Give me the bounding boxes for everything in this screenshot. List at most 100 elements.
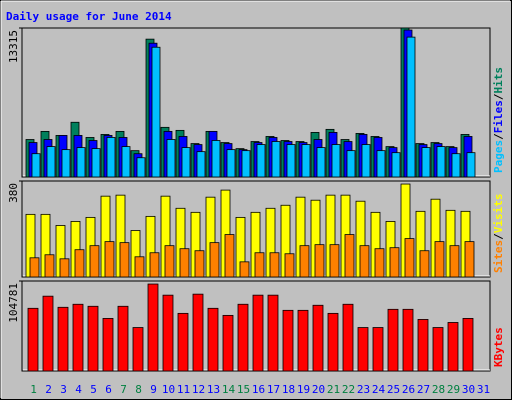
bar bbox=[466, 152, 476, 178]
x-tick-label: 26 bbox=[402, 383, 415, 396]
legend-separator: / bbox=[492, 133, 505, 140]
bar bbox=[132, 327, 144, 372]
bar bbox=[119, 242, 130, 278]
bar bbox=[402, 308, 414, 372]
bar bbox=[391, 152, 401, 178]
bar bbox=[181, 147, 191, 178]
legend-entry: Hits bbox=[492, 67, 505, 94]
bar bbox=[31, 153, 41, 178]
bar bbox=[46, 146, 56, 178]
bar bbox=[194, 250, 205, 278]
bar bbox=[267, 294, 279, 372]
bar bbox=[27, 307, 39, 372]
bar bbox=[447, 322, 459, 372]
bar bbox=[226, 149, 236, 178]
bar bbox=[464, 241, 475, 278]
bar bbox=[57, 306, 69, 372]
bar bbox=[361, 144, 371, 178]
bar bbox=[314, 244, 325, 278]
x-tick-label: 7 bbox=[120, 383, 127, 396]
x-tick-label: 16 bbox=[252, 383, 265, 396]
bar bbox=[417, 319, 429, 372]
x-tick-label: 24 bbox=[372, 383, 386, 396]
legend: KBytes bbox=[492, 327, 505, 367]
bar bbox=[151, 46, 161, 178]
bar bbox=[432, 327, 444, 372]
x-tick-label: 9 bbox=[150, 383, 157, 396]
bar bbox=[61, 149, 71, 178]
bar bbox=[42, 295, 54, 372]
bar bbox=[147, 283, 159, 372]
bar bbox=[222, 314, 234, 372]
bar bbox=[162, 294, 174, 372]
bar bbox=[179, 248, 190, 278]
bar bbox=[59, 258, 70, 278]
bar bbox=[404, 238, 415, 278]
bar bbox=[149, 252, 160, 278]
bar bbox=[372, 327, 384, 372]
y-tick-label: 13315 bbox=[7, 30, 20, 63]
bar bbox=[256, 144, 266, 178]
x-tick-label: 19 bbox=[297, 383, 310, 396]
x-tick-label: 15 bbox=[237, 383, 250, 396]
bar bbox=[271, 141, 281, 178]
x-tick-label: 31 bbox=[477, 383, 490, 396]
bar bbox=[344, 234, 355, 278]
bar bbox=[346, 150, 356, 178]
x-tick-label: 28 bbox=[432, 383, 445, 396]
bar bbox=[327, 312, 339, 372]
legend: Sites/Visits bbox=[492, 194, 505, 274]
x-tick-label: 5 bbox=[90, 383, 97, 396]
bar bbox=[237, 303, 249, 372]
bar bbox=[106, 137, 116, 178]
bar bbox=[376, 150, 386, 178]
bar bbox=[136, 157, 146, 178]
x-tick-label: 17 bbox=[267, 383, 280, 396]
y-tick-label: 380 bbox=[7, 183, 20, 203]
bar bbox=[301, 144, 311, 178]
bar bbox=[76, 147, 86, 178]
x-tick-label: 18 bbox=[282, 383, 295, 396]
bar bbox=[449, 245, 460, 278]
bar bbox=[89, 245, 100, 278]
x-tick-label: 4 bbox=[75, 383, 82, 396]
x-tick-label: 20 bbox=[312, 383, 325, 396]
bar bbox=[434, 241, 445, 278]
bar bbox=[406, 36, 416, 178]
bar bbox=[74, 249, 85, 278]
bar bbox=[286, 144, 296, 178]
x-tick-label: 22 bbox=[342, 383, 355, 396]
bar bbox=[207, 307, 219, 372]
x-tick-label: 2 bbox=[45, 383, 52, 396]
bar bbox=[297, 309, 309, 372]
legend-entry: Visits bbox=[492, 194, 505, 234]
x-tick-label: 27 bbox=[417, 383, 430, 396]
legend-entry: Files bbox=[492, 100, 505, 133]
x-tick-label: 12 bbox=[192, 383, 205, 396]
x-tick-label: 10 bbox=[162, 383, 175, 396]
bar bbox=[284, 253, 295, 278]
x-tick-label: 6 bbox=[105, 383, 112, 396]
bar bbox=[102, 318, 114, 372]
bar bbox=[91, 148, 101, 178]
bar bbox=[299, 245, 310, 278]
bar bbox=[117, 305, 129, 372]
bar bbox=[192, 293, 204, 372]
legend-entry: Pages bbox=[492, 140, 505, 173]
bar bbox=[389, 247, 400, 278]
x-tick-label: 3 bbox=[60, 383, 67, 396]
bar bbox=[436, 146, 446, 178]
bar bbox=[224, 234, 235, 278]
bar bbox=[331, 144, 341, 178]
bar bbox=[72, 303, 84, 372]
bar bbox=[177, 312, 189, 372]
bar bbox=[359, 245, 370, 278]
bar bbox=[342, 303, 354, 372]
x-tick-label: 30 bbox=[462, 383, 475, 396]
bar bbox=[387, 308, 399, 372]
legend-entry: KBytes bbox=[492, 327, 505, 367]
x-tick-label: 25 bbox=[387, 383, 400, 396]
bar bbox=[164, 245, 175, 278]
legend-entry: Sites bbox=[492, 240, 505, 273]
